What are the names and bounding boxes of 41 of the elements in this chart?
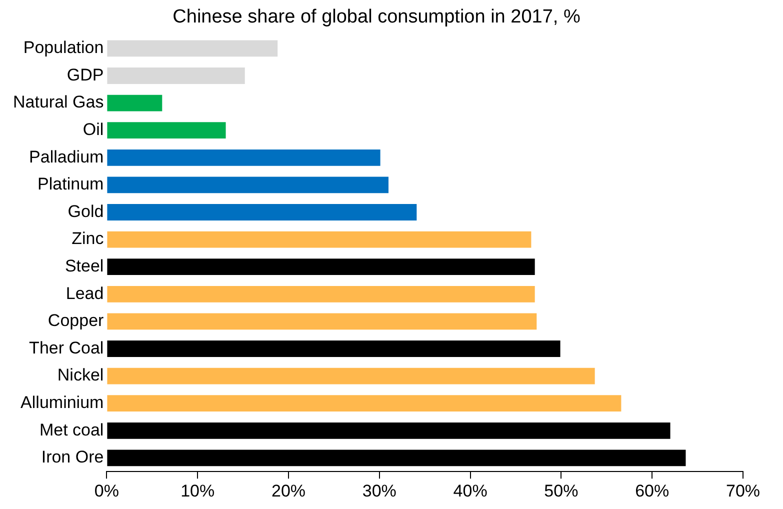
- bar: [107, 286, 535, 302]
- x-tick-label: 0%: [94, 481, 119, 500]
- bar: [107, 149, 380, 166]
- bar: [107, 40, 278, 57]
- y-tick-label: Copper: [48, 311, 104, 330]
- y-tick-label: Oil: [82, 120, 104, 140]
- bar: [107, 122, 226, 139]
- bar: [107, 94, 162, 112]
- y-tick-label: Natural Gas: [13, 92, 104, 112]
- bar: [107, 68, 245, 84]
- y-tick-label: Steel: [64, 256, 104, 276]
- x-tick-label: 50%: [544, 481, 578, 500]
- bar: [107, 176, 388, 194]
- y-tick-label: Nickel: [57, 366, 104, 385]
- bar: [107, 204, 417, 220]
- y-tick-label: Ther Coal: [29, 338, 104, 358]
- x-tick-label: 70%: [726, 481, 760, 500]
- y-tick-label: Gold: [68, 202, 104, 221]
- y-tick-label: Lead: [66, 284, 104, 303]
- y-tick-label: Zinc: [72, 229, 104, 248]
- chart-title: Chinese share of global consumption in 2017, %: [172, 6, 580, 28]
- y-tick-label: GDP: [66, 65, 104, 84]
- bar: [107, 450, 686, 466]
- y-tick-label: Iron Ore: [41, 448, 104, 467]
- y-tick-label: Alluminium: [20, 393, 104, 412]
- y-tick-label: Population: [23, 38, 104, 58]
- bar: [107, 258, 535, 276]
- bar: [107, 368, 595, 384]
- x-tick-label: 60%: [635, 481, 670, 500]
- bar: [107, 231, 532, 248]
- x-tick-label: 40%: [453, 481, 488, 500]
- y-tick-label: Platinum: [38, 174, 104, 194]
- y-tick-label: Met coal: [39, 420, 104, 440]
- x-tick-label: 30%: [362, 481, 396, 500]
- bar: [107, 395, 622, 412]
- y-tick-label: Palladium: [29, 147, 104, 166]
- bar: [107, 313, 537, 330]
- bar: [107, 422, 670, 439]
- x-tick-label: 10%: [180, 481, 215, 500]
- x-tick-label: 20%: [271, 481, 306, 500]
- bar: [107, 340, 560, 357]
